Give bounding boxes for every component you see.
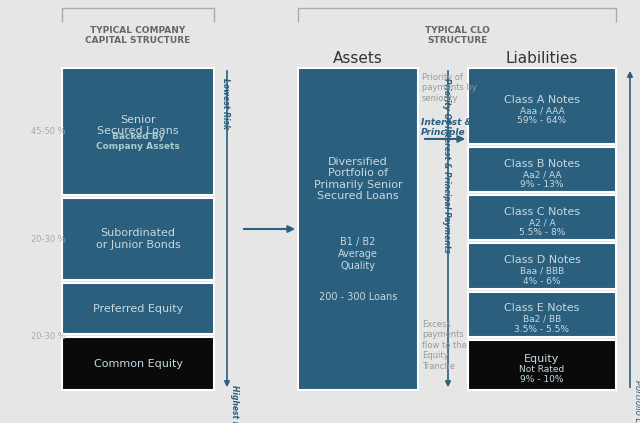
Text: Preferred Equity: Preferred Equity: [93, 304, 183, 314]
Text: 59% - 64%: 59% - 64%: [517, 116, 566, 126]
Text: CAPITAL STRUCTURE: CAPITAL STRUCTURE: [85, 36, 191, 44]
Bar: [298, 68, 418, 390]
Text: Common Equity: Common Equity: [93, 359, 182, 368]
Bar: [468, 147, 616, 192]
Text: Equity: Equity: [524, 354, 560, 364]
Text: Backed By
Company Assets: Backed By Company Assets: [96, 132, 180, 151]
Bar: [468, 243, 616, 288]
Text: 5.5% - 8%: 5.5% - 8%: [519, 228, 565, 237]
Text: 200 - 300 Loans: 200 - 300 Loans: [319, 292, 397, 302]
Bar: [468, 340, 616, 390]
Text: Class D Notes: Class D Notes: [504, 255, 580, 265]
Bar: [468, 195, 616, 240]
Text: 9% - 10%: 9% - 10%: [520, 376, 564, 385]
Bar: [62, 337, 214, 390]
Text: B1 / B2
Average
Quality: B1 / B2 Average Quality: [338, 237, 378, 271]
Bar: [62, 198, 214, 280]
Text: 20-30 %: 20-30 %: [31, 332, 65, 341]
Text: 3.5% - 5.5%: 3.5% - 5.5%: [515, 325, 570, 334]
Text: Subordinated
or Junior Bonds: Subordinated or Junior Bonds: [95, 228, 180, 250]
Text: TYPICAL CLO: TYPICAL CLO: [424, 25, 490, 35]
Bar: [62, 68, 214, 195]
Text: Aa2 / AA: Aa2 / AA: [523, 170, 561, 179]
Bar: [468, 292, 616, 337]
Bar: [468, 68, 616, 144]
Text: Class E Notes: Class E Notes: [504, 303, 580, 313]
Text: Aaa / AAA: Aaa / AAA: [520, 107, 564, 115]
Text: Senior
Secured Loans: Senior Secured Loans: [97, 115, 179, 136]
Text: Class B Notes: Class B Notes: [504, 159, 580, 168]
Text: Priority Of Interest & Principal Payments: Priority Of Interest & Principal Payment…: [442, 78, 451, 253]
Text: A2 / A: A2 / A: [529, 218, 556, 227]
Bar: [62, 283, 214, 334]
Text: Priority of
payments by
seniority: Priority of payments by seniority: [422, 73, 477, 103]
Text: Diversified
Portfolio of
Primarily Senior
Secured Loans: Diversified Portfolio of Primarily Senio…: [314, 157, 403, 201]
Text: Highest Risk: Highest Risk: [230, 385, 239, 423]
Text: 4% - 6%: 4% - 6%: [523, 277, 561, 286]
Text: 20-30 %: 20-30 %: [31, 234, 65, 244]
Text: STRUCTURE: STRUCTURE: [427, 36, 487, 44]
Text: Baa / BBB: Baa / BBB: [520, 266, 564, 275]
Text: TYPICAL COMPANY: TYPICAL COMPANY: [90, 25, 186, 35]
Text: 45-50 %: 45-50 %: [31, 127, 65, 136]
Text: Ba2 / BB: Ba2 / BB: [523, 315, 561, 324]
Text: Excess
payments
flow to the
Equity
Tranche: Excess payments flow to the Equity Tranc…: [422, 320, 467, 371]
Text: Assets: Assets: [333, 50, 383, 66]
Text: Class A Notes: Class A Notes: [504, 95, 580, 105]
Text: Class C Notes: Class C Notes: [504, 207, 580, 217]
Text: Interest &
Principle: Interest & Principle: [421, 118, 472, 137]
Text: Lowest Risk: Lowest Risk: [221, 78, 230, 129]
Text: Not Rated: Not Rated: [520, 365, 564, 374]
Text: Portfolio Losses: Portfolio Losses: [633, 380, 640, 423]
Text: 9% - 13%: 9% - 13%: [520, 180, 564, 189]
Text: Liabilities: Liabilities: [506, 50, 578, 66]
